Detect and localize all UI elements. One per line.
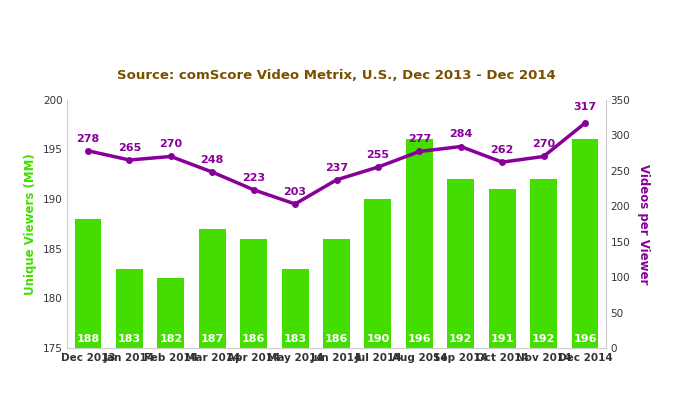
Text: 196: 196: [573, 334, 597, 344]
Bar: [448, 179, 474, 407]
Bar: [365, 199, 392, 407]
Text: 277: 277: [408, 134, 431, 144]
Bar: [240, 239, 267, 407]
Text: 190: 190: [366, 334, 390, 344]
Text: 196: 196: [408, 334, 431, 344]
Text: 237: 237: [325, 163, 348, 173]
Text: 270: 270: [160, 139, 182, 149]
Text: 191: 191: [491, 334, 514, 344]
Y-axis label: Unique Viewers (MM): Unique Viewers (MM): [24, 153, 37, 295]
Text: 284: 284: [449, 129, 472, 140]
Text: 186: 186: [325, 334, 348, 344]
Bar: [75, 219, 102, 407]
Text: 317: 317: [573, 103, 596, 112]
Text: 186: 186: [242, 334, 265, 344]
Bar: [489, 189, 516, 407]
Bar: [323, 239, 350, 407]
Text: 188: 188: [76, 334, 100, 344]
Text: 203: 203: [283, 187, 307, 197]
Bar: [530, 179, 557, 407]
Text: Total Desktop Video Unique Viewers (MM) vs. Videos per Viewer: Total Desktop Video Unique Viewers (MM) …: [36, 18, 637, 37]
Text: 278: 278: [76, 133, 100, 144]
Text: 265: 265: [118, 143, 141, 153]
Bar: [406, 140, 433, 407]
Bar: [199, 229, 225, 407]
Text: 183: 183: [118, 334, 141, 344]
Bar: [571, 140, 598, 407]
Bar: [281, 269, 308, 407]
Bar: [157, 278, 184, 407]
Text: Source: comScore Video Metrix, U.S., Dec 2013 - Dec 2014: Source: comScore Video Metrix, U.S., Dec…: [117, 69, 556, 82]
Text: 192: 192: [532, 334, 555, 344]
Text: 270: 270: [532, 139, 555, 149]
Text: 255: 255: [366, 150, 390, 160]
Bar: [116, 269, 143, 407]
Text: 182: 182: [160, 334, 182, 344]
Y-axis label: Videos per Viewer: Videos per Viewer: [637, 164, 649, 284]
Text: 187: 187: [201, 334, 224, 344]
Text: 223: 223: [242, 173, 265, 183]
Text: 248: 248: [201, 155, 224, 165]
Text: 183: 183: [283, 334, 307, 344]
Text: 192: 192: [449, 334, 472, 344]
Text: 262: 262: [491, 145, 514, 155]
